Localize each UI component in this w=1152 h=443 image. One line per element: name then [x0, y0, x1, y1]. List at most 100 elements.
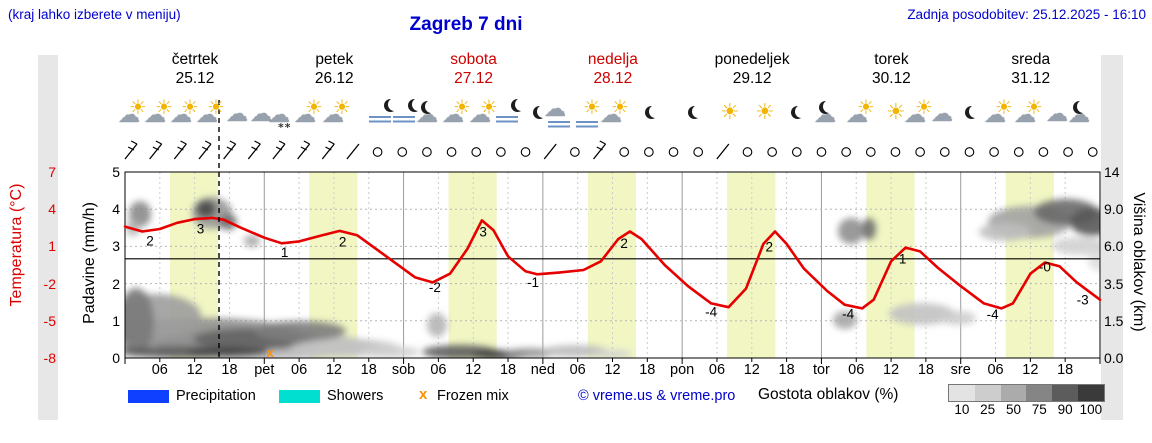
weather-icon-sun: ☀	[713, 99, 747, 135]
weather-icon-sun-cloud: ☀ ☁	[170, 97, 205, 135]
weather-icon-sun-cloud: ☀ ☁	[1014, 97, 1049, 135]
page-title: Zagreb 7 dni	[409, 14, 523, 35]
x-axis-tick: pon	[670, 362, 695, 378]
fog-icon	[576, 121, 598, 130]
temp-value-label: 1	[899, 251, 907, 266]
wind-symbol-calm	[1013, 147, 1024, 157]
x-axis-tick: 06	[430, 362, 447, 378]
weather-icon-sun-cloud: ☀ ☁	[196, 97, 231, 135]
wind-symbol-calm	[397, 147, 408, 157]
day-name: torek	[874, 51, 909, 68]
sun-icon: ☀	[155, 95, 173, 119]
location-hint: (kraj lahko izberete v meniju)	[8, 7, 181, 22]
wind-symbol-slash	[716, 143, 730, 160]
day-header-petek: petek 26.12	[264, 50, 404, 88]
cloud-icon: ☁	[814, 103, 836, 128]
wind-symbol-calm	[890, 147, 901, 157]
cloud-icon: ☁	[931, 102, 953, 127]
density-swatch-90	[1052, 385, 1078, 401]
x-axis-tick: 12	[882, 362, 900, 378]
sun-icon: ☀	[886, 100, 906, 125]
temp-value-label: -0	[1039, 260, 1051, 275]
weather-icon-sun-cloud: ☀ ☁	[144, 95, 179, 135]
precipitation-tick: 3	[112, 238, 120, 255]
weather-icon-sun-cloud: ☀ ☁	[846, 97, 881, 135]
day-date: 29.12	[732, 70, 772, 87]
day-name: nedelja	[587, 51, 638, 68]
wind-symbol-barb	[272, 140, 286, 160]
day-name: sobota	[450, 51, 497, 68]
moon-icon	[791, 106, 804, 119]
moon-icon	[688, 106, 701, 119]
weather-icon-moon	[781, 99, 815, 135]
cloud-height-tick: 14	[1104, 164, 1120, 180]
wind-symbol-calm	[496, 147, 506, 157]
snow-icon: **	[278, 121, 292, 134]
sun-icon: ☀	[583, 95, 601, 119]
wind-symbol-calm	[841, 147, 851, 157]
fog-icon	[393, 116, 415, 125]
weather-icon-cloud: ☁	[928, 99, 962, 135]
temperature-tick: -5	[43, 312, 56, 329]
temp-value-label: -4	[705, 304, 717, 319]
weather-icon-moon-cloud: ☁	[416, 99, 451, 135]
daylight-band	[727, 172, 776, 358]
x-axis-tick: 06	[708, 362, 726, 378]
weather-icon-moon-cloud: ☁	[814, 99, 849, 135]
day-name: ponedeljek	[714, 51, 790, 68]
x-axis-tick: 06	[569, 362, 586, 378]
temperature-tick: 4	[48, 201, 56, 218]
sun-icon: ☀	[305, 95, 323, 119]
wind-symbol-calm	[1038, 147, 1049, 157]
day-date: 26.12	[314, 70, 354, 87]
cloud-density-scale	[948, 384, 1105, 402]
wind-symbol-calm	[570, 147, 580, 157]
wind-symbol-calm	[619, 147, 630, 157]
sun-icon: ☀	[755, 100, 775, 125]
wind-symbol-calm	[865, 147, 876, 157]
weather-icon-sun-cloud: ☀ ☁	[600, 97, 635, 135]
weather-icon-moon	[678, 99, 712, 135]
cloud-icon: ☁	[1046, 102, 1068, 127]
day-header-ponedeljek: ponedeljek 29.12	[682, 50, 822, 88]
day-header-nedelja: nedelja 28.12	[543, 50, 683, 88]
x-axis-tick: sre	[950, 362, 971, 378]
precipitation-tick: 4	[112, 201, 120, 218]
x-axis-tick: 18	[917, 362, 934, 378]
cloud-icon: ☁	[268, 103, 290, 128]
x-axis-tick: 18	[499, 362, 517, 378]
cloud-height-tick: 3.5	[1104, 275, 1124, 292]
copyright-link[interactable]: © vreme.us & vreme.pro	[578, 388, 736, 404]
temp-value-label: -4	[987, 307, 999, 322]
cloud-icon: ☁	[170, 103, 192, 128]
showers-label: Showers	[327, 388, 384, 404]
cloud-icon: ☁	[226, 102, 248, 127]
day-date: 28.12	[593, 70, 633, 87]
density-swatch-100	[1077, 385, 1104, 401]
temperature-tick: 7	[48, 164, 56, 180]
weather-icon-sun-cloud: ☀ ☁	[294, 95, 329, 135]
x-axis-tick: sob	[391, 362, 416, 378]
day-name: sreda	[1011, 51, 1051, 68]
x-axis-tick: 12	[1022, 362, 1039, 378]
cloud-height-axis-strip	[1101, 55, 1123, 420]
temp-value-label: -1	[527, 275, 539, 290]
day-header-torek: torek 30.12	[821, 50, 961, 88]
cloud-icon: ☁	[904, 103, 926, 128]
cloud-icon: ☁	[1068, 103, 1090, 128]
cloud-icon: ☁	[469, 103, 491, 128]
x-axis-tick: 06	[848, 362, 865, 378]
cloud-icon: ☁	[1014, 103, 1036, 128]
wind-symbol-calm	[791, 147, 802, 157]
x-axis-tick: 12	[325, 362, 342, 378]
day-date: 31.12	[1011, 70, 1051, 87]
weather-icon-sun-cloud: ☀ ☁	[469, 97, 504, 135]
cloud-icon: ☁	[294, 103, 316, 128]
wind-symbol-calm	[446, 147, 457, 157]
showers-swatch	[279, 390, 320, 403]
cloud-icon: ☁	[442, 103, 464, 128]
x-axis-tick: 06	[291, 362, 308, 378]
cloud-icon: ☁	[544, 97, 566, 122]
fog-icon	[548, 121, 570, 130]
